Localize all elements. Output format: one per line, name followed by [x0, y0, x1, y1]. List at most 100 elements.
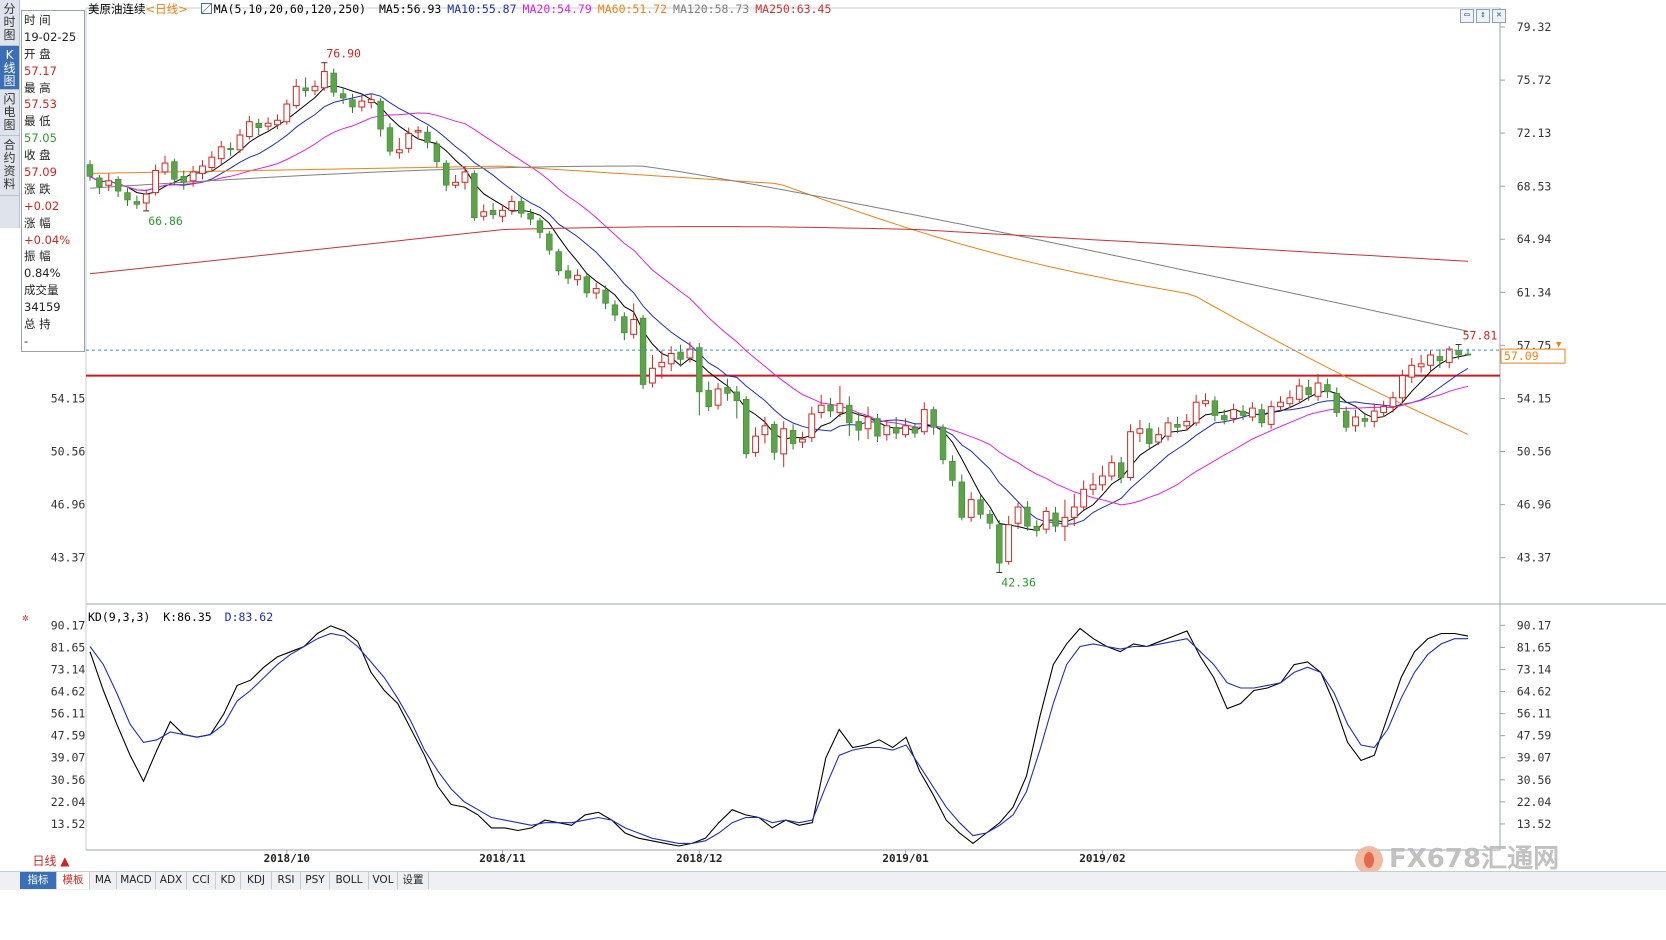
candle: [546, 230, 553, 255]
quote-info-panel: 时 间 19-02-25 开 盘 57.17 最 高 57.53 最 低 57.05 收 盘 57…: [21, 10, 85, 352]
candle: [320, 62, 328, 91]
bottom-tab-10[interactable]: BOLL: [330, 872, 369, 889]
bottom-tab-0[interactable]: 指标: [20, 872, 57, 889]
candle: [883, 419, 891, 441]
candle: [1202, 393, 1209, 407]
candle: [1324, 378, 1331, 398]
info-row: 时 间: [24, 13, 51, 27]
kd-tick-label-left: 22.04: [51, 795, 86, 809]
window-tools: ▭ ↕ ✕: [1458, 2, 1506, 23]
candle: [1108, 455, 1116, 481]
ma-icon[interactable]: [200, 3, 212, 14]
candle: [1230, 403, 1238, 423]
period-selector-button[interactable]: 日线 ▲: [32, 854, 70, 868]
candle: [1305, 380, 1312, 401]
bottom-tab-3[interactable]: MACD: [117, 872, 156, 889]
candle: [1277, 396, 1284, 412]
candle: [1380, 400, 1388, 417]
moving-average-lines: [89, 84, 1469, 531]
main-legend: 美原油连续<日线> MA(5,10,20,60,120,250) MA5:56.…: [88, 1, 843, 17]
view-tabs: 分时图 K线图 闪电图 合约资料: [0, 0, 20, 228]
ma-legend-item: MA20:54.79: [522, 2, 592, 16]
candle: [677, 344, 684, 367]
kd-tick-label: 30.56: [1517, 773, 1552, 787]
candle: [283, 99, 291, 125]
date-tick-label: 2019/01: [882, 852, 929, 865]
candle: [564, 264, 572, 285]
info-row: 57.05: [24, 131, 57, 146]
candle: [1014, 502, 1022, 530]
candle: [208, 151, 216, 172]
candle: [696, 343, 703, 416]
candle: [161, 155, 169, 175]
candle: [892, 416, 900, 440]
ma5-line: [89, 84, 1469, 531]
candle: [142, 189, 150, 211]
candle: [1352, 409, 1359, 432]
info-row: 0.84%: [24, 266, 61, 281]
candle: [349, 93, 356, 113]
bottom-tab-5[interactable]: CCI: [187, 872, 216, 889]
info-row: 57.17: [24, 63, 57, 78]
bottom-tab-12[interactable]: 设置: [398, 872, 429, 889]
tab-flash[interactable]: 闪电图: [0, 90, 19, 136]
arrows-icon[interactable]: ↕: [1476, 9, 1490, 23]
candle: [274, 114, 281, 130]
ma-legend-item: MA60:51.72: [597, 2, 668, 16]
candle: [508, 195, 516, 215]
ma-params: MA(5,10,20,60,120,250): [213, 2, 367, 16]
info-row: 总 持: [24, 317, 51, 332]
tab-contract-info[interactable]: 合约资料: [0, 136, 19, 196]
bottom-tab-4[interactable]: ADX: [156, 872, 187, 889]
ma250-line: [89, 226, 1469, 275]
bottom-tab-2[interactable]: MA: [90, 872, 117, 889]
kd-axis: 90.17 90.17 81.65 81.65 73.14 73.14 64.62 64.62…: [51, 618, 1552, 831]
candle: [1136, 419, 1144, 443]
candle: [1127, 424, 1134, 481]
candle: [1286, 390, 1294, 409]
candle: [1042, 507, 1050, 534]
candle: [452, 174, 459, 189]
restore-icon[interactable]: ▭: [1460, 9, 1474, 23]
info-row: -: [24, 333, 29, 348]
date-tick-label: 2019/02: [1079, 852, 1125, 865]
info-row: 19-02-25: [24, 29, 77, 44]
candle: [245, 115, 253, 140]
candle: [217, 140, 225, 165]
annotation-label: 42.36: [1001, 576, 1036, 590]
candle: [1183, 414, 1191, 431]
candle: [1436, 349, 1444, 369]
kd-tick-label: 39.07: [1517, 751, 1552, 765]
candle: [518, 197, 525, 218]
candle: [189, 166, 197, 187]
candle: [96, 174, 103, 195]
candle: [443, 160, 450, 192]
bottom-tab-11[interactable]: VOL: [369, 872, 398, 889]
info-row: 涨 跌: [24, 181, 51, 196]
tab-timeshare[interactable]: 分时图: [0, 0, 19, 46]
candle: [1155, 427, 1163, 446]
bottom-tab-8[interactable]: RSI: [272, 872, 301, 889]
candle: [630, 303, 638, 339]
price-axis: 79.3275.7272.1368.5364.9461.3457.7554.15…: [51, 20, 1552, 565]
ma-legend-item: MA120:58.73: [673, 2, 750, 16]
candle: [1445, 346, 1453, 369]
candle: [864, 406, 872, 440]
candle: [1455, 344, 1462, 360]
close-icon[interactable]: ✕: [1492, 9, 1506, 23]
bottom-tab-6[interactable]: KD: [216, 872, 241, 889]
tab-kline[interactable]: K线图: [0, 46, 19, 90]
gear-icon[interactable]: ✲: [22, 611, 29, 624]
candle: [667, 346, 675, 372]
candle: [489, 202, 497, 220]
info-row: 34159: [24, 300, 61, 315]
bottom-tab-7[interactable]: KDJ: [241, 872, 272, 889]
candle: [1174, 416, 1181, 434]
candle: [292, 78, 300, 109]
candle: [958, 474, 966, 521]
bottom-tab-9[interactable]: PSY: [301, 872, 330, 889]
bottom-tab-1[interactable]: 模板: [57, 872, 90, 889]
candle: [949, 455, 956, 487]
candle: [424, 126, 431, 149]
